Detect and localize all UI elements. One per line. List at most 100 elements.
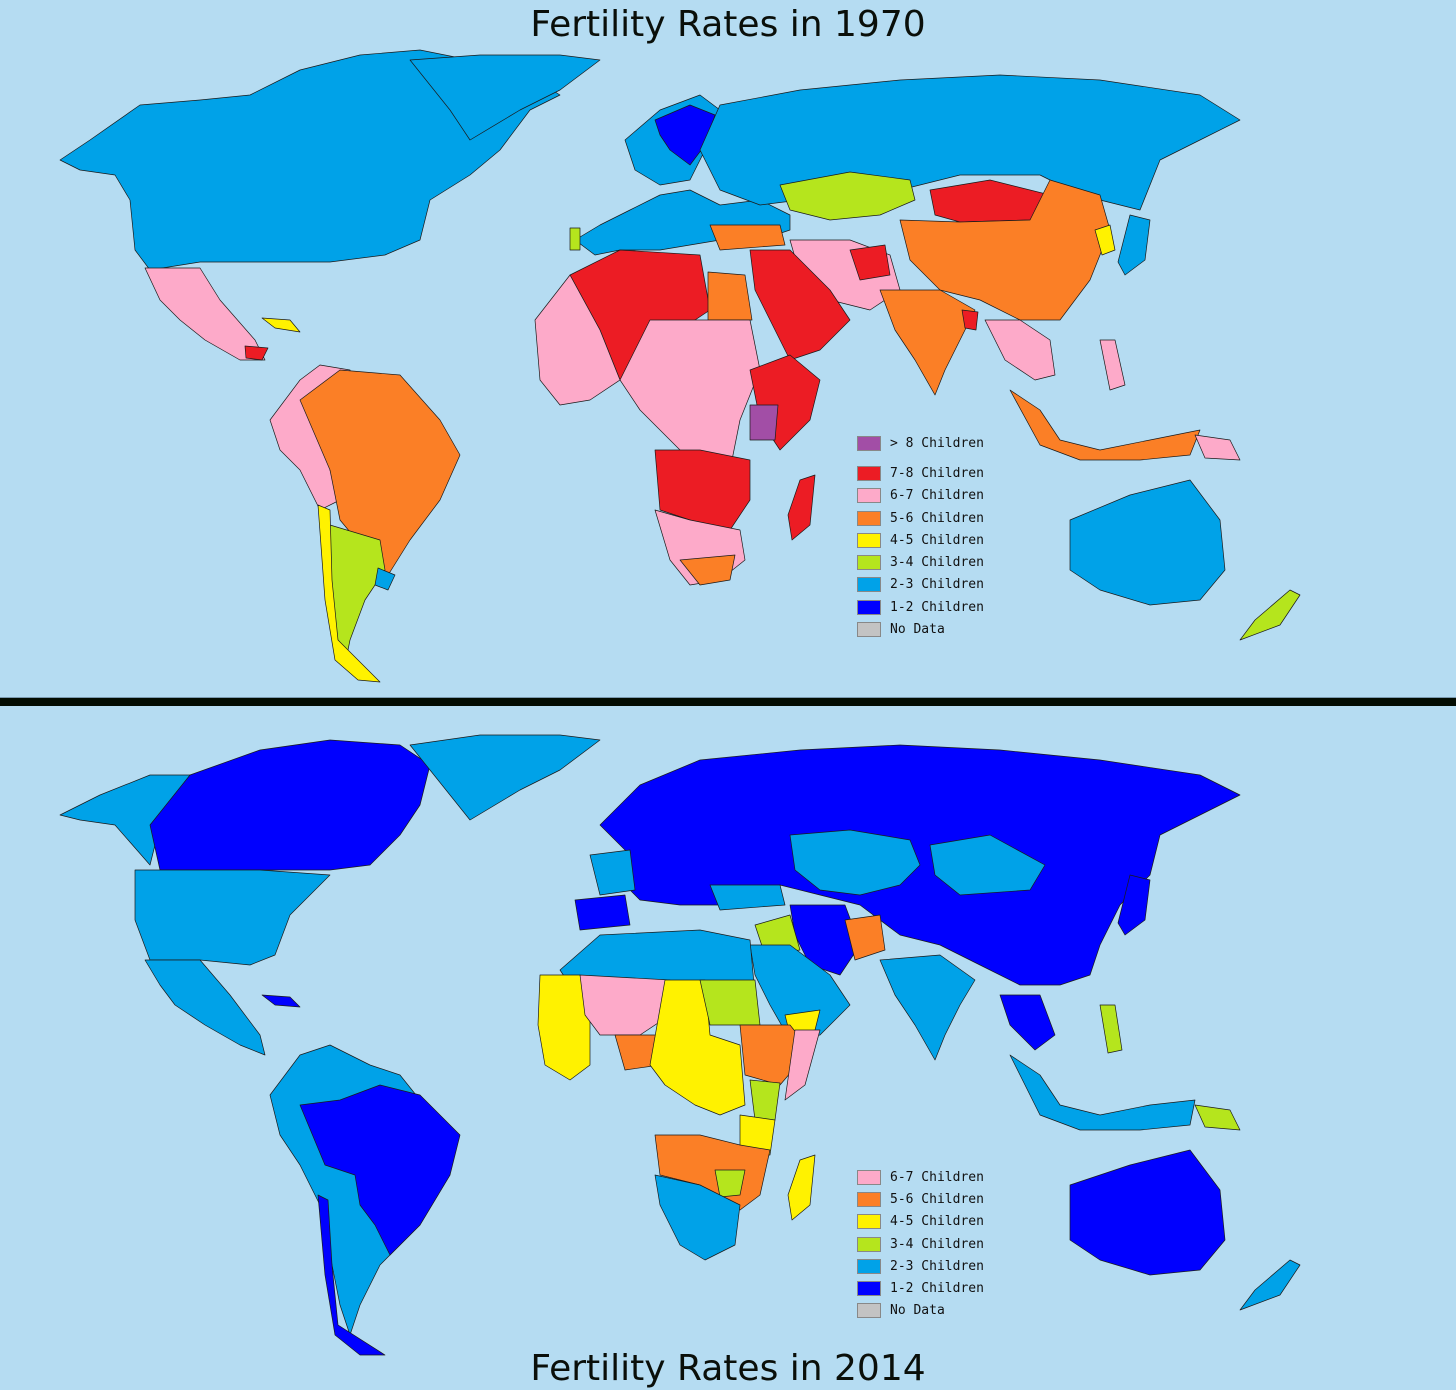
legend-swatch: [857, 1258, 881, 1274]
region-india: [879, 954, 976, 1061]
region-cuba: [261, 317, 301, 333]
region-uruguay: [374, 567, 396, 591]
region-japan: [1117, 874, 1151, 936]
region-madagascar: [787, 474, 816, 541]
legend-label: 6-7 Children: [890, 1169, 984, 1185]
region-mali-niger: [579, 974, 671, 1036]
region-bangladesh: [961, 309, 979, 331]
region-indonesia: [1009, 1054, 1196, 1131]
region-southern-africa: [654, 1174, 741, 1261]
legend-item: 3-4 Children: [857, 551, 984, 573]
region-kenya: [749, 1079, 781, 1121]
region-mongolia: [929, 834, 1046, 896]
region-egypt: [707, 271, 753, 321]
legend-item: 7-8 Children: [857, 462, 984, 484]
region-madagascar: [787, 1154, 816, 1221]
legend-item: 4-5 Children: [857, 529, 984, 551]
region-se-asia: [999, 994, 1056, 1051]
region-philippines: [1099, 1004, 1123, 1054]
region-turkey: [709, 884, 786, 911]
region-new-zealand: [1239, 1259, 1301, 1311]
legend-item: > 8 Children: [857, 432, 984, 454]
legend-label: 2-3 Children: [890, 577, 984, 593]
legend-swatch: [857, 435, 881, 451]
legend-swatch: [857, 1281, 881, 1297]
legend-item: 4-5 Children: [857, 1211, 984, 1233]
legend-item: 5-6 Children: [857, 1188, 984, 1210]
legend-label: 2-3 Children: [890, 1258, 984, 1274]
region-afghanistan: [849, 244, 891, 281]
legend-label: > 8 Children: [890, 435, 984, 451]
region-australia: [1069, 1149, 1226, 1276]
map-panel-1970: Fertility Rates in 1970 > 8 Children 7-8…: [59, 4, 1301, 683]
legend-item: 1-2 Children: [857, 596, 984, 618]
legend-label: 5-6 Children: [890, 1191, 984, 1207]
region-sahel-central: [619, 319, 761, 471]
legend-2014: 6-7 Children 5-6 Children 4-5 Children 3…: [857, 1166, 984, 1322]
legend-item: 2-3 Children: [857, 574, 984, 596]
legend-label: 5-6 Children: [890, 510, 984, 526]
legend-item: 5-6 Children: [857, 507, 984, 529]
region-arabia: [749, 944, 851, 1041]
region-indonesia: [1009, 389, 1201, 461]
region-chile: [317, 504, 381, 683]
region-png: [1194, 434, 1241, 461]
legend-label: 7-8 Children: [890, 465, 984, 481]
map-title-1970: Fertility Rates in 1970: [530, 4, 926, 45]
region-south-africa: [679, 554, 736, 586]
legend-swatch: [857, 1169, 881, 1185]
map-panel-2014: Fertility Rates in 2014 6-7 Children 5-6…: [0, 705, 1456, 1390]
legend-label: 3-4 Children: [890, 1236, 984, 1252]
region-canada: [149, 739, 431, 871]
region-japan: [1117, 214, 1151, 276]
legend-label: No Data: [890, 622, 945, 638]
region-mexico: [144, 267, 266, 361]
legend-item: 1-2 Children: [857, 1277, 984, 1299]
legend-swatch: [857, 532, 881, 548]
region-se-asia: [984, 319, 1056, 381]
region-usa: [134, 869, 331, 966]
panel-divider: [0, 697, 1456, 706]
legend-label: 6-7 Children: [890, 488, 984, 504]
region-philippines: [1099, 339, 1126, 391]
legend-swatch: [857, 465, 881, 481]
legend-label: 4-5 Children: [890, 532, 984, 548]
region-turkey: [709, 224, 786, 251]
region-brazil: [299, 1084, 461, 1256]
map-title-2014: Fertility Rates in 2014: [530, 1348, 926, 1389]
region-zimbabwe: [714, 1169, 746, 1198]
region-kazakhstan: [779, 171, 916, 221]
region-png: [1194, 1104, 1241, 1131]
legend-swatch: [857, 577, 881, 593]
region-honduras: [244, 345, 269, 361]
region-angola-zambia-mozambique: [654, 1134, 771, 1211]
region-mexico-central: [144, 959, 266, 1056]
region-greenland: [409, 734, 601, 821]
region-greenland: [409, 54, 601, 141]
legend-swatch: [857, 510, 881, 526]
region-new-zealand: [1239, 589, 1301, 641]
legend-swatch: [857, 1191, 881, 1207]
legend-swatch: [857, 599, 881, 615]
region-west-africa: [534, 274, 621, 406]
world-map-1970: [59, 49, 1301, 683]
legend-swatch: [857, 1236, 881, 1252]
region-afghanistan: [844, 914, 886, 961]
legend-label: 1-2 Children: [890, 599, 984, 615]
region-spain: [574, 894, 631, 931]
legend-label: 3-4 Children: [890, 555, 984, 571]
legend-swatch: [857, 1303, 881, 1319]
legend-swatch: [857, 1214, 881, 1230]
legend-label: 1-2 Children: [890, 1281, 984, 1297]
legend-label: 4-5 Children: [890, 1214, 984, 1230]
region-north-america: [59, 49, 561, 271]
region-france: [589, 849, 636, 896]
region-australia: [1069, 479, 1226, 606]
legend-item: 6-7 Children: [857, 485, 984, 507]
world-map-2014: [59, 734, 1301, 1356]
legend-item: 3-4 Children: [857, 1233, 984, 1255]
legend-1970: > 8 Children 7-8 Children 6-7 Children 5…: [857, 432, 984, 641]
legend-item: 6-7 Children: [857, 1166, 984, 1188]
legend-item: 2-3 Children: [857, 1255, 984, 1277]
legend-swatch: [857, 488, 881, 504]
